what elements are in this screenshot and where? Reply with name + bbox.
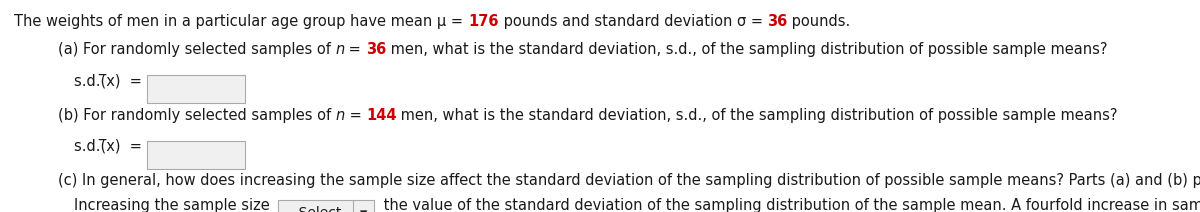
Text: ▾: ▾ (360, 206, 367, 212)
Text: s.d.(̅x)  =: s.d.(̅x) = (74, 139, 143, 154)
Text: n: n (335, 42, 344, 57)
Text: 36: 36 (366, 42, 386, 57)
Bar (148, 75, 246, 103)
Text: ---Select---: ---Select--- (284, 206, 356, 212)
Text: 144: 144 (366, 108, 396, 123)
Bar (278, 200, 374, 212)
Text: The weights of men in a particular age group have mean μ =: The weights of men in a particular age g… (14, 14, 468, 29)
Text: pounds.: pounds. (787, 14, 851, 29)
Text: s.d.(̅x)  =: s.d.(̅x) = (74, 73, 143, 88)
Text: n: n (335, 108, 344, 123)
Bar (148, 141, 246, 169)
Text: (c) In general, how does increasing the sample size affect the standard deviatio: (c) In general, how does increasing the … (58, 173, 1200, 188)
Text: 176: 176 (468, 14, 498, 29)
Text: (b) For randomly selected samples of: (b) For randomly selected samples of (58, 108, 335, 123)
Text: men, what is the standard deviation, s.d., of the sampling distribution of possi: men, what is the standard deviation, s.d… (396, 108, 1118, 123)
Text: men, what is the standard deviation, s.d., of the sampling distribution of possi: men, what is the standard deviation, s.d… (386, 42, 1108, 57)
Text: (a) For randomly selected samples of: (a) For randomly selected samples of (58, 42, 335, 57)
Text: =: = (344, 108, 366, 123)
Text: pounds and standard deviation σ =: pounds and standard deviation σ = (498, 14, 767, 29)
Text: the value of the standard deviation of the sampling distribution of the sample m: the value of the standard deviation of t… (379, 198, 1200, 212)
Text: 36: 36 (767, 14, 787, 29)
Text: =: = (344, 42, 366, 57)
Text: Increasing the sample size: Increasing the sample size (74, 198, 275, 212)
